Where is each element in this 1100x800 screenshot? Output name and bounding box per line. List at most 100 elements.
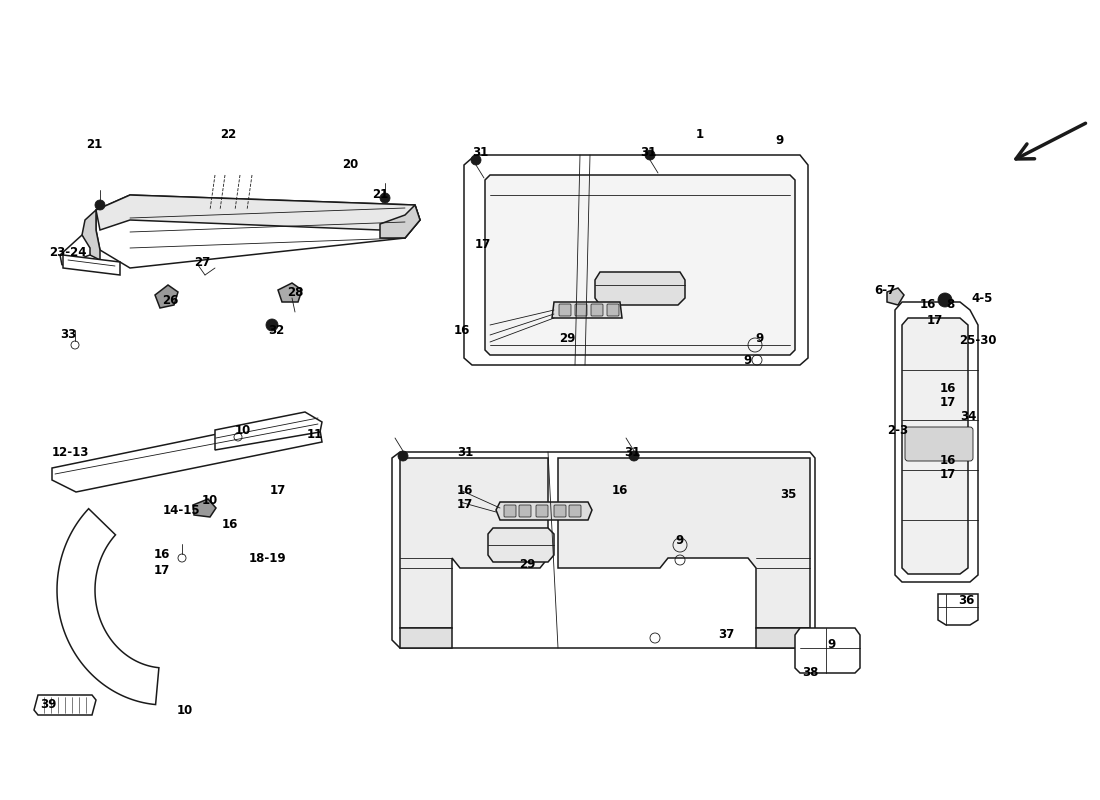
Polygon shape [496,502,592,520]
Text: 17: 17 [939,395,956,409]
Text: 17: 17 [154,563,170,577]
Text: 16: 16 [222,518,239,531]
Text: 16: 16 [939,382,956,394]
Circle shape [95,200,104,210]
FancyBboxPatch shape [575,304,587,316]
Text: 17: 17 [939,467,956,481]
Text: 28: 28 [287,286,304,298]
FancyBboxPatch shape [554,505,566,517]
Text: 22: 22 [220,129,236,142]
Polygon shape [82,210,100,260]
Text: 1: 1 [696,129,704,142]
Text: 16: 16 [612,483,628,497]
Text: 9: 9 [827,638,835,651]
Polygon shape [552,302,622,318]
Polygon shape [595,272,685,305]
Circle shape [266,319,278,331]
Text: 36: 36 [958,594,975,606]
Text: 2-3: 2-3 [888,423,909,437]
Text: 6-7: 6-7 [874,283,895,297]
Text: 12-13: 12-13 [52,446,89,458]
Text: 16: 16 [454,323,470,337]
Polygon shape [400,458,548,628]
Text: 11: 11 [307,429,323,442]
Circle shape [379,193,390,203]
Polygon shape [379,205,420,238]
Polygon shape [887,288,904,305]
Text: 37: 37 [718,629,734,642]
Text: 17: 17 [456,498,473,511]
Text: 23-24: 23-24 [50,246,87,258]
Polygon shape [558,458,810,628]
Text: 16: 16 [920,298,936,311]
Circle shape [471,155,481,165]
Polygon shape [488,528,554,562]
Polygon shape [795,628,860,673]
Polygon shape [902,318,968,574]
Polygon shape [52,418,322,492]
Circle shape [629,451,639,461]
Text: 14-15: 14-15 [163,503,201,517]
Text: 31: 31 [624,446,640,459]
Text: 39: 39 [40,698,56,711]
Text: 9: 9 [744,354,752,366]
Text: 31: 31 [472,146,488,158]
Text: 17: 17 [270,483,286,497]
Text: 35: 35 [780,489,796,502]
Text: 34: 34 [960,410,976,423]
Text: 31: 31 [640,146,656,158]
Polygon shape [96,195,420,238]
FancyBboxPatch shape [519,505,531,517]
Text: 17: 17 [475,238,491,251]
Polygon shape [400,628,452,648]
Polygon shape [938,594,978,625]
Text: 16: 16 [154,549,170,562]
Polygon shape [464,155,808,365]
Polygon shape [63,255,120,275]
Polygon shape [214,412,322,450]
Text: 9: 9 [756,331,764,345]
Polygon shape [895,302,978,582]
Text: 21: 21 [86,138,102,151]
FancyBboxPatch shape [607,304,619,316]
Text: 8: 8 [946,298,954,311]
Text: 31: 31 [456,446,473,459]
Text: 27: 27 [194,255,210,269]
FancyBboxPatch shape [905,427,974,461]
Text: 29: 29 [519,558,536,571]
FancyBboxPatch shape [559,304,571,316]
Polygon shape [192,499,216,517]
Text: 4-5: 4-5 [971,291,992,305]
Text: 29: 29 [559,331,575,345]
Polygon shape [57,509,158,705]
Text: 21: 21 [372,189,388,202]
Polygon shape [278,283,303,302]
FancyBboxPatch shape [591,304,603,316]
Polygon shape [392,452,815,648]
Text: 16: 16 [456,483,473,497]
Text: 9: 9 [776,134,784,146]
Polygon shape [485,175,795,355]
Text: 20: 20 [342,158,359,171]
Polygon shape [60,235,90,265]
Polygon shape [96,195,420,268]
Text: 33: 33 [59,329,76,342]
Text: 10: 10 [235,423,251,437]
FancyBboxPatch shape [569,505,581,517]
FancyBboxPatch shape [504,505,516,517]
FancyBboxPatch shape [536,505,548,517]
Polygon shape [155,285,178,308]
Text: 10: 10 [202,494,218,506]
Text: 10: 10 [177,703,194,717]
Text: 25-30: 25-30 [959,334,997,346]
Polygon shape [756,628,810,648]
Text: 38: 38 [802,666,818,678]
Text: 32: 32 [268,323,284,337]
Circle shape [398,451,408,461]
Circle shape [645,150,654,160]
Text: 26: 26 [162,294,178,306]
Text: 18-19: 18-19 [250,551,287,565]
Polygon shape [34,695,96,715]
Circle shape [938,293,952,307]
Text: 16: 16 [939,454,956,466]
